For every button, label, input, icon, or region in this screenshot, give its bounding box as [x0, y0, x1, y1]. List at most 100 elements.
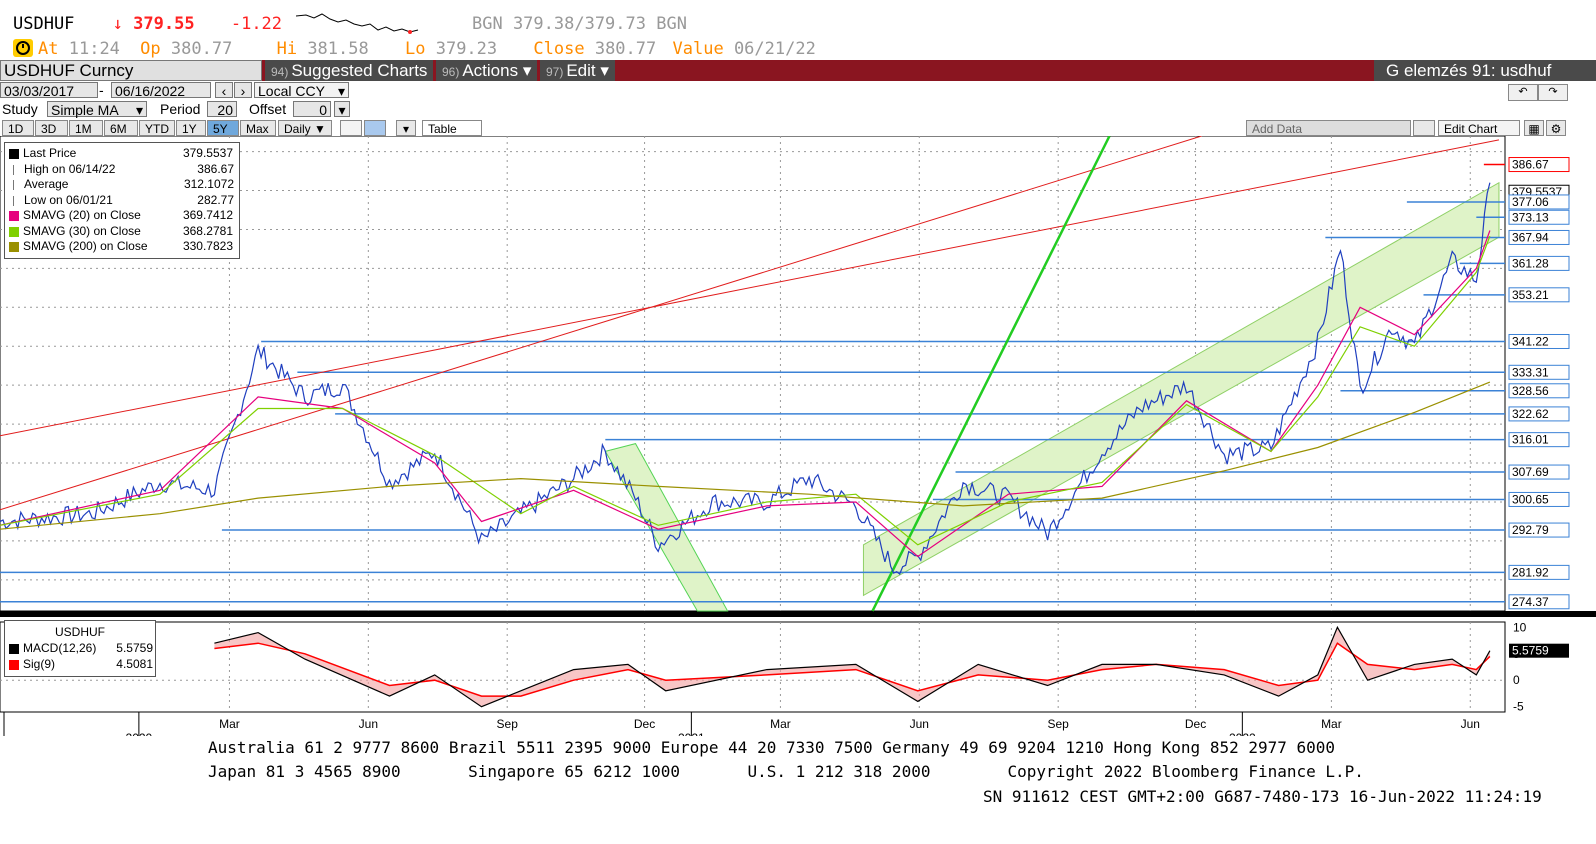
price-level-tag [1508, 209, 1570, 225]
legend-label: High on 06/14/22 [24, 161, 116, 176]
price-level-label: 307.69 [1512, 465, 1549, 479]
price-level-tag [1508, 522, 1570, 538]
macd-value-label: 5.5759 [1512, 644, 1549, 658]
add-data-field[interactable]: Add Data [1246, 120, 1411, 136]
chevron-down-icon: ▾ [337, 83, 345, 99]
price-level-label: 341.22 [1512, 334, 1549, 348]
period-button-1m[interactable]: 1M [69, 120, 103, 136]
price-level-label: 386.67 [1512, 158, 1549, 172]
price-level-label: 361.28 [1512, 256, 1549, 270]
date-separator: - [99, 82, 104, 98]
price-level-label: 300.65 [1512, 492, 1549, 506]
study-label: Study [2, 101, 38, 117]
tab-label: Edit ▾ [566, 61, 609, 80]
sparkline [296, 13, 419, 34]
clock-icon[interactable] [13, 39, 33, 57]
price-level-tag [1508, 364, 1570, 380]
currency-select[interactable]: Local CCY ▾ [254, 82, 349, 99]
chart-title-right: G elemzés 91: usdhuf [1374, 60, 1596, 81]
period-field[interactable]: 20 [207, 101, 237, 118]
legend-label: SMAVG (200) on Close [23, 239, 148, 253]
period-button-6m[interactable]: 6M [104, 120, 138, 136]
tab-num: 97) [546, 65, 564, 79]
offset-label: Offset [249, 101, 287, 117]
legend-label: SMAVG (30) on Close [23, 223, 141, 238]
value-value: 06/21/22 [733, 39, 816, 59]
lo-label: Lo [404, 39, 426, 59]
legend-entry: SMAVG (20) on Close 369.7412 [5, 208, 239, 224]
at-value: 11:24 [68, 39, 120, 59]
price-chart[interactable]: Mar Jun Sep Dec Mar Jun Sep Dec Mar Jun 2020 2021 20… [0, 136, 1596, 736]
panel-divider [0, 611, 1596, 617]
x-tick-label: Mar [1321, 717, 1342, 731]
macd-histogram-fill [214, 627, 1490, 707]
ticker: USDHUF [13, 14, 75, 34]
price-level-label: 353.21 [1512, 288, 1549, 302]
edit-chart-button[interactable]: Edit Chart [1438, 120, 1520, 136]
at-label: At [38, 39, 59, 59]
tab-suggested-charts[interactable]: 94) Suggested Charts [265, 60, 434, 81]
macd-legend: USDHUF MACD(12,26) 5.5759 Sig(9) 4.5081 [4, 620, 156, 677]
legend-value: 368.2781 [182, 223, 233, 238]
end-date-field[interactable]: 06/16/2022 [111, 82, 211, 99]
edit-chart-label: Edit Chart [1444, 122, 1498, 136]
year-label: 2021 [678, 731, 705, 736]
legend-value: 282.77 [197, 192, 234, 207]
tab-num: 94) [271, 65, 289, 79]
bar-style-icon[interactable] [364, 120, 386, 136]
offset-field[interactable]: 0 [293, 101, 331, 118]
next-arrow-icon[interactable]: › [234, 82, 252, 99]
undo-icon[interactable]: ↶ [1508, 84, 1538, 101]
price-level-tag [1508, 464, 1570, 480]
macd-plot-area [0, 621, 1506, 713]
price-level-tag [1508, 194, 1570, 210]
period-button-5y[interactable]: 5Y [207, 120, 239, 136]
period-button-1y[interactable]: 1Y [176, 120, 206, 136]
op-label: Op [140, 39, 161, 59]
price-level-label: 274.37 [1512, 595, 1549, 609]
series-line-smavg-20- [0, 230, 1491, 558]
chart-icon[interactable]: ▦ [1524, 120, 1544, 136]
macd-y-tick-label: 10 [1513, 620, 1527, 634]
period-button-3d[interactable]: 3D [35, 120, 68, 136]
line-style-icon[interactable] [340, 120, 362, 136]
price-level-tag [1508, 229, 1570, 245]
offset-dropdown[interactable]: ▾ [334, 101, 350, 118]
red-trendline-upper [0, 136, 1202, 511]
price-level-tag [1508, 157, 1570, 173]
prev-arrow-icon[interactable]: ‹ [215, 82, 233, 99]
frequency-select[interactable]: Daily ▼ [278, 120, 332, 136]
period-button-1d[interactable]: 1D [2, 120, 34, 136]
tab-actions[interactable]: 96) Actions ▾ [436, 60, 538, 81]
gear-icon[interactable]: ⚙ [1546, 120, 1566, 136]
tab-edit[interactable]: 97) Edit ▾ [540, 60, 615, 81]
legend-value: 330.7823 [182, 239, 233, 253]
redo-icon[interactable]: ↷ [1538, 84, 1568, 101]
close-label: Close [533, 39, 585, 59]
study-select[interactable]: Simple MA ▾ [47, 101, 147, 118]
price-level-label: 316.01 [1512, 433, 1549, 447]
table-button[interactable]: Table [422, 120, 482, 136]
footer-line-3: SN 911612 CEST GMT+2:00 G687-7480-173 16… [983, 787, 1542, 806]
legend-value: 369.7412 [182, 208, 233, 222]
price-level-tag [1508, 383, 1570, 399]
macd-y-tick-label: -5 [1513, 700, 1524, 714]
legend-entry: High on 06/14/22 386.67 [5, 162, 239, 178]
legend-swatch [9, 659, 19, 670]
value-label: Value [672, 39, 724, 59]
scroll-left-icon[interactable] [1413, 120, 1435, 136]
bid-ask: BGN 379.38/379.73 BGN [472, 14, 687, 34]
period-button-ytd[interactable]: YTD [139, 120, 175, 136]
price-level-label: 281.92 [1512, 565, 1549, 579]
price-level-label: 322.62 [1512, 407, 1549, 421]
legend-swatch [9, 149, 19, 159]
period-button-max[interactable]: Max [240, 120, 276, 136]
green-trendline [871, 136, 1111, 612]
price-level-label: 333.31 [1512, 365, 1549, 379]
legend-entry: Low on 06/01/21 282.77 [5, 193, 239, 209]
red-trendline-lower [0, 139, 1500, 437]
hi-label: Hi [276, 39, 298, 59]
start-date-field[interactable]: 03/03/2017 [0, 82, 98, 99]
security-field[interactable]: USDHUF Curncy [0, 60, 262, 81]
chevron-down-icon[interactable]: ▾ [396, 120, 416, 136]
